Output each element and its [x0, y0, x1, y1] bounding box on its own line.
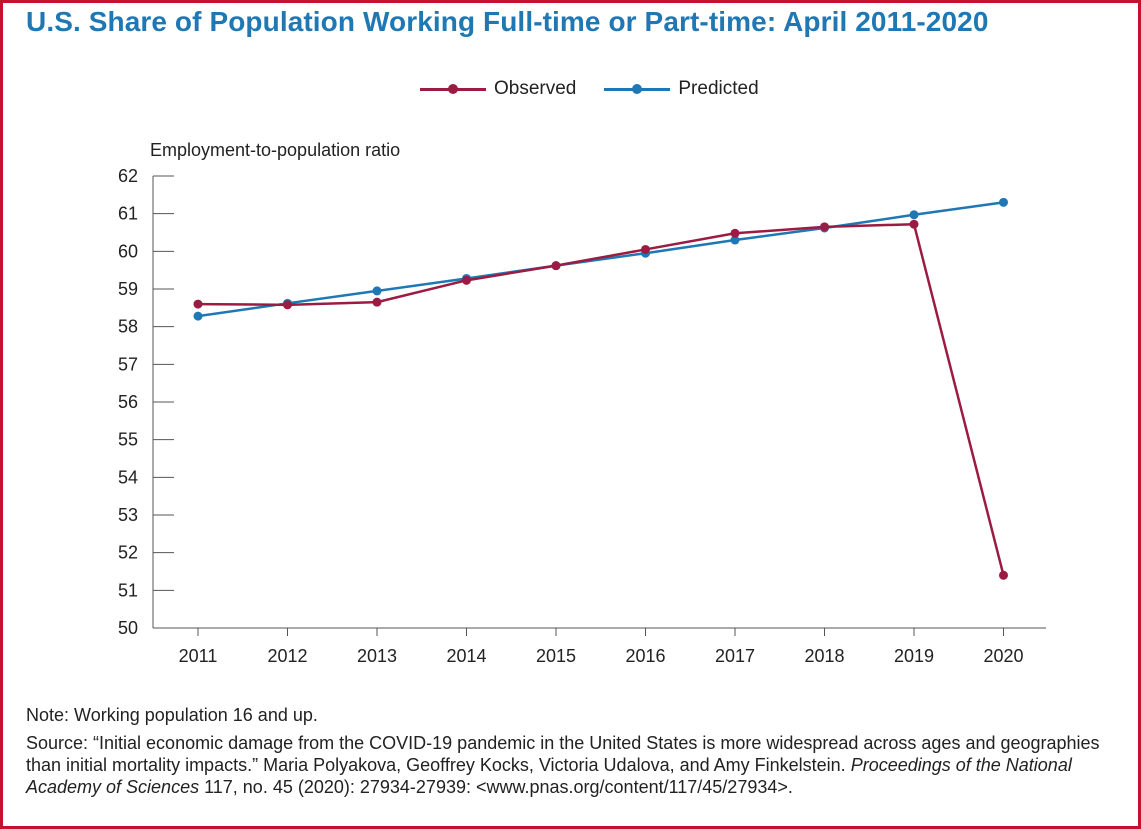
notes: Note: Working population 16 and up. Sour… [26, 704, 1116, 798]
y-tick-label: 50 [118, 618, 138, 638]
legend-swatch-predicted [604, 76, 671, 102]
y-tick-label: 60 [118, 241, 138, 261]
source-suffix: 117, no. 45 (2020): 27934-27939: <www.pn… [199, 777, 793, 797]
x-tick-label: 2014 [446, 646, 486, 666]
x-tick-label: 2017 [715, 646, 755, 666]
y-tick-label: 52 [118, 543, 138, 563]
data-point-observed [999, 570, 1008, 580]
data-point-observed [641, 244, 650, 254]
data-point-observed [283, 300, 292, 310]
x-tick-label: 2013 [357, 646, 397, 666]
x-tick-label: 2020 [983, 646, 1023, 666]
data-point-observed [730, 228, 740, 238]
x-tick-label: 2019 [894, 646, 934, 666]
x-tick-label: 2011 [179, 646, 218, 666]
source-journal: Proceedings of the National Academy of S… [26, 755, 1072, 797]
legend-swatch-observed [420, 76, 486, 102]
y-tick-label: 56 [118, 392, 138, 412]
legend-label-observed: Observed [494, 78, 577, 99]
data-point-observed [820, 222, 829, 232]
data-point-observed [551, 261, 561, 271]
y-tick-label: 53 [118, 505, 138, 525]
data-point-observed [909, 219, 919, 229]
legend: Observed Predicted [420, 76, 787, 102]
source-prefix: Source: “Initial economic damage from th… [26, 733, 1100, 775]
y-tick-label: 59 [118, 279, 138, 299]
data-point-observed [462, 275, 471, 285]
data-point-observed [372, 297, 382, 307]
data-point-predicted [999, 197, 1008, 207]
legend-item-observed: Observed [420, 76, 576, 102]
source-text: Source: “Initial economic damage from th… [26, 732, 1116, 798]
x-tick-label: 2016 [625, 646, 665, 666]
y-tick-label: 61 [118, 204, 138, 224]
series-line-predicted [197, 201, 1004, 318]
note-text: Note: Working population 16 and up. [26, 705, 318, 725]
x-tick-label: 2018 [804, 646, 844, 666]
y-tick-label: 55 [118, 430, 138, 450]
y-tick-label: 62 [118, 166, 138, 186]
chart-title: U.S. Share of Population Working Full-ti… [26, 6, 989, 37]
y-tick-label: 57 [118, 354, 138, 374]
data-point-predicted [372, 286, 382, 296]
data-point-predicted [193, 311, 203, 321]
data-point-predicted [909, 210, 919, 220]
x-tick-label: 2015 [536, 646, 576, 666]
y-axis-label: Employment-to-population ratio [150, 140, 401, 160]
legend-label-predicted: Predicted [678, 78, 759, 99]
y-tick-label: 51 [118, 580, 138, 600]
x-tick-label: 2012 [267, 646, 307, 666]
data-point-observed [193, 299, 203, 309]
data-point-predicted [730, 235, 740, 245]
series-line-observed [197, 222, 1005, 576]
legend-item-predicted: Predicted [604, 76, 759, 102]
y-tick-label: 58 [118, 317, 138, 337]
y-tick-label: 54 [118, 467, 138, 487]
